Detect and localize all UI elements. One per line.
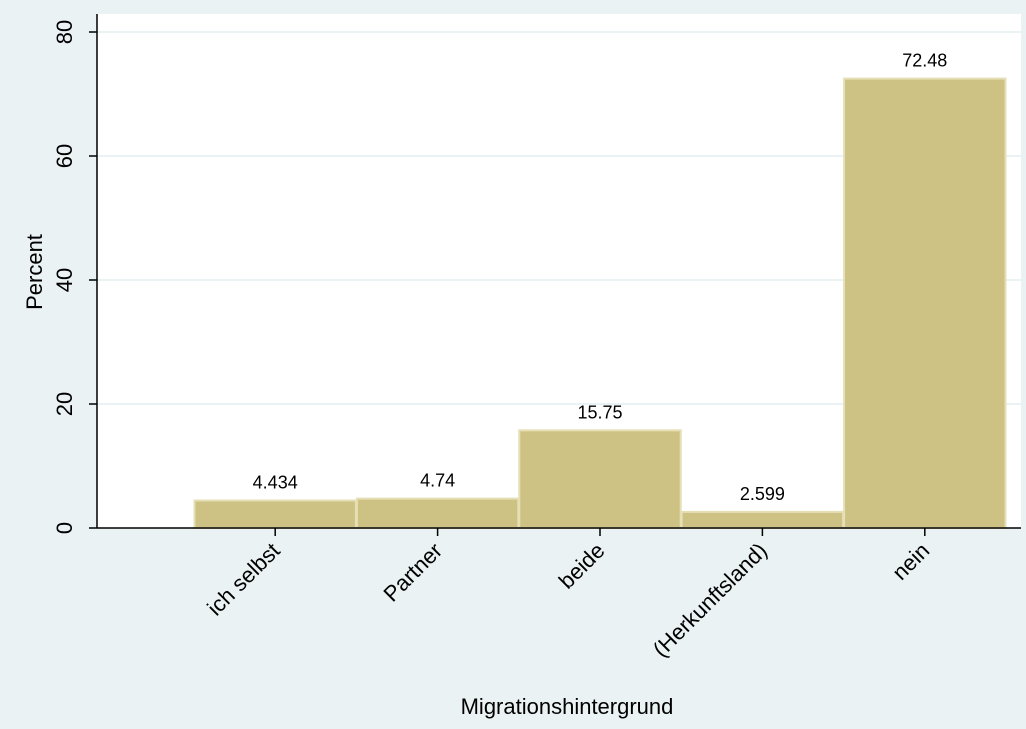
x-tick-label: nein <box>887 538 934 585</box>
y-tick-label: 40 <box>52 268 77 292</box>
x-axis-ticks: ich selbst Partner beide (Herkunftsland) nei… <box>202 528 934 662</box>
bar-value-label: 15.75 <box>577 402 622 422</box>
bar <box>355 497 520 529</box>
bar-value-label: 4.434 <box>253 473 298 493</box>
x-tick-label: ich selbst <box>202 538 285 621</box>
y-tick-label: 0 <box>52 522 77 534</box>
bar <box>193 499 357 529</box>
bar <box>518 429 682 530</box>
x-tick-label: (Herkunftsland) <box>648 538 772 662</box>
bar-value-label: 72.48 <box>902 51 947 71</box>
y-axis-title: Percent <box>22 234 47 310</box>
y-axis-ticks: 0 20 40 60 80 <box>52 20 97 534</box>
x-tick-label: Partner <box>378 538 447 607</box>
bar-value-label: 4.74 <box>420 471 455 491</box>
bar <box>843 77 1007 530</box>
y-tick-label: 60 <box>52 144 77 168</box>
y-tick-label: 20 <box>52 392 77 416</box>
bar-value-label: 2.599 <box>740 484 785 504</box>
bar <box>680 510 845 529</box>
x-tick-label: beide <box>554 538 610 594</box>
x-axis-title: Migrationshintergrund <box>461 694 674 719</box>
y-tick-label: 80 <box>52 20 77 44</box>
value-labels: 4.434 4.74 15.75 2.599 72.48 <box>253 51 948 504</box>
